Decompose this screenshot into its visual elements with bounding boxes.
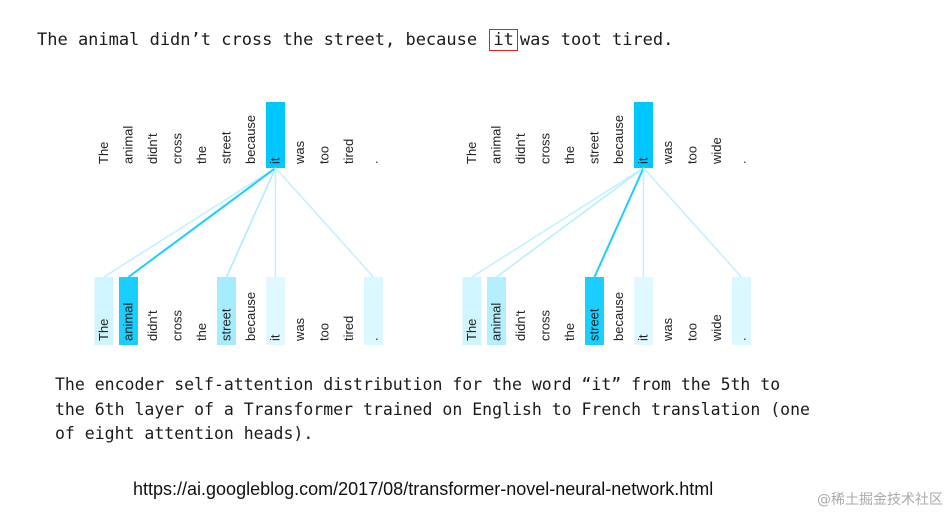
attention-weight-box <box>732 277 751 345</box>
bottom-token: . <box>366 337 381 341</box>
top-token: it <box>636 157 651 164</box>
attention-weight-box <box>585 277 604 345</box>
top-token: The <box>96 142 111 164</box>
top-token: tired <box>341 139 356 164</box>
top-token: because <box>243 115 258 164</box>
attention-weight-box <box>487 277 506 345</box>
bottom-token: . <box>734 337 749 341</box>
bottom-token: wide <box>709 314 724 342</box>
attention-line <box>593 167 645 278</box>
attention-line <box>103 167 276 278</box>
bottom-token: was <box>292 317 307 342</box>
top-token: was <box>292 140 307 165</box>
top-token: animal <box>121 126 136 164</box>
top-token: street <box>219 131 234 164</box>
bottom-token: it <box>636 334 651 341</box>
attention-weight-box <box>364 277 383 345</box>
attention-weight-box <box>119 277 138 345</box>
top-token: . <box>734 160 749 164</box>
query-token-highlight <box>634 102 653 168</box>
top-token: street <box>587 131 602 164</box>
bottom-token: too <box>685 323 700 341</box>
attention-weight-box <box>266 277 285 345</box>
bottom-token: didn't <box>513 310 528 341</box>
attention-weight-box <box>94 277 114 345</box>
sentence-after: was toot tired. <box>519 30 674 50</box>
attention-line <box>274 167 375 278</box>
bottom-token: street <box>219 308 234 341</box>
bottom-token: the <box>562 323 577 341</box>
top-token: the <box>562 146 577 164</box>
attention-diagram: The The animal animal didn't didn't cross cross… <box>94 102 751 345</box>
bottom-token: The <box>464 319 479 341</box>
top-token: too <box>317 146 332 164</box>
bottom-token: tired <box>341 316 356 341</box>
top-token: too <box>685 146 700 164</box>
bottom-token: animal <box>489 303 504 341</box>
bottom-token: because <box>243 292 258 341</box>
bottom-token: cross <box>170 309 185 341</box>
top-token: the <box>194 146 209 164</box>
attention-line <box>225 167 277 278</box>
figure-caption: The encoder self-attention distribution … <box>55 375 810 443</box>
top-token: was <box>660 140 675 165</box>
sentence-before: The animal didn’t cross the street, beca… <box>37 30 478 50</box>
top-token: it <box>268 157 283 164</box>
attention-line <box>496 167 644 278</box>
attention-line <box>127 167 277 278</box>
top-token: cross <box>538 132 553 164</box>
attention-weight-box <box>634 277 653 345</box>
bottom-token: cross <box>538 309 553 341</box>
bottom-token: street <box>587 308 602 341</box>
attention-weight-box <box>217 277 236 345</box>
bottom-token: The <box>96 319 111 341</box>
bottom-token: it <box>268 334 283 341</box>
bottom-token: was <box>660 317 675 342</box>
highlighted-word-it: it <box>489 29 518 51</box>
bottom-token: too <box>317 323 332 341</box>
source-url[interactable]: https://ai.googleblog.com/2017/08/transf… <box>133 479 714 499</box>
top-token: wide <box>709 137 724 165</box>
attention-weight-box <box>462 277 482 345</box>
bottom-token: because <box>611 292 626 341</box>
top-token: didn't <box>513 133 528 164</box>
attention-line <box>642 167 743 278</box>
top-token: The <box>464 142 479 164</box>
watermark: @稀土掘金技术社区 <box>817 492 943 508</box>
top-token: animal <box>489 126 504 164</box>
bottom-token: the <box>194 323 209 341</box>
bottom-token: didn't <box>145 310 160 341</box>
attention-line <box>471 167 644 278</box>
example-sentence: The animal didn’t cross the street, beca… <box>37 28 673 52</box>
top-token: . <box>366 160 381 164</box>
top-token: didn't <box>145 133 160 164</box>
top-token: because <box>611 115 626 164</box>
bottom-token: animal <box>121 303 136 341</box>
query-token-highlight <box>266 102 285 168</box>
top-token: cross <box>170 132 185 164</box>
